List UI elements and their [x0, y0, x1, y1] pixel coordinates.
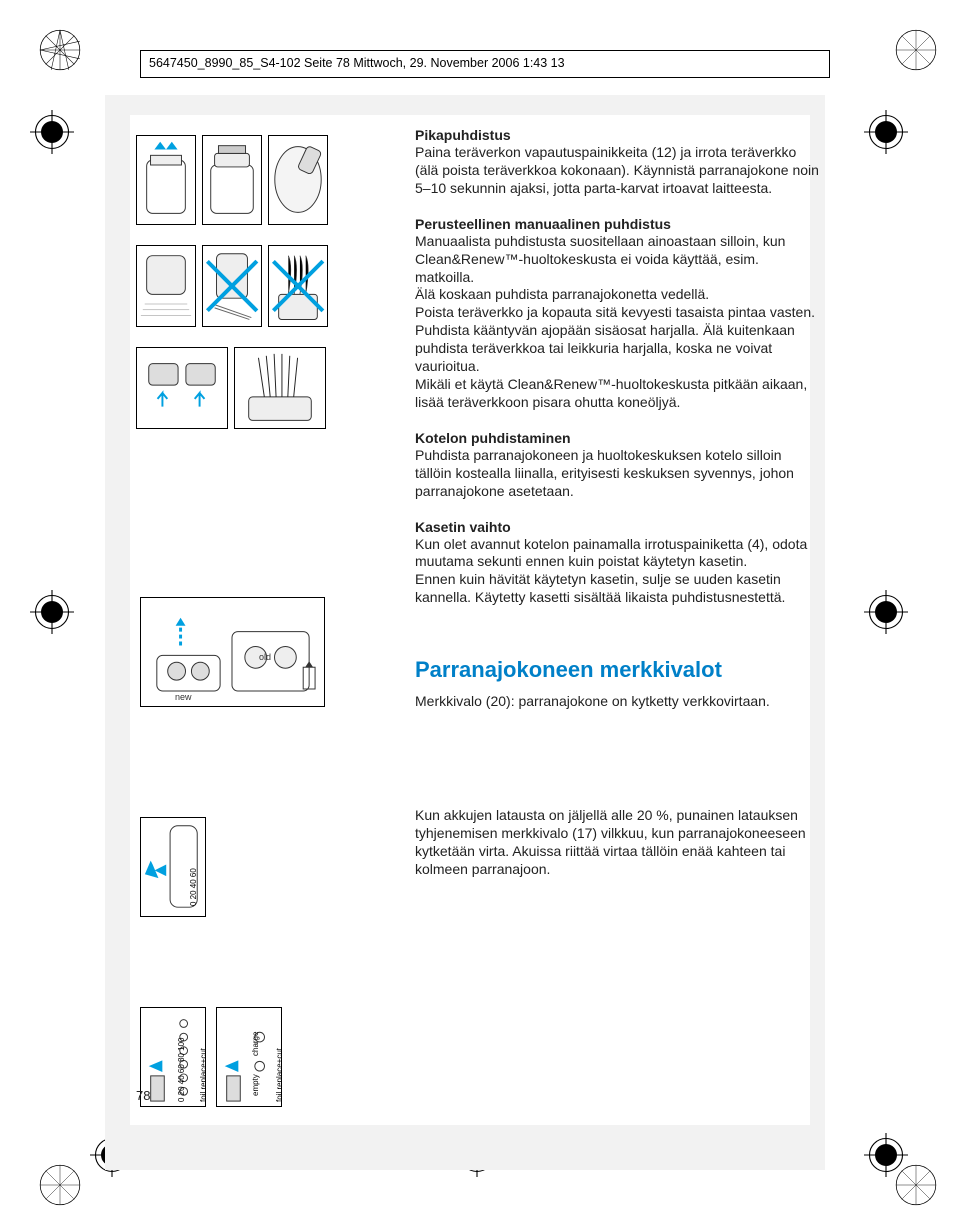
section-title: Perusteellinen manuaalinen puhdistus: [415, 216, 820, 232]
figure-cell: [136, 135, 196, 225]
registration-mark: [894, 28, 938, 72]
right-column: Pikapuhdistus Paina teräverkon vapautusp…: [415, 127, 820, 897]
figure-grid-row3: [136, 347, 335, 429]
section-body: Manuaalista puhdistusta suositellaan ain…: [415, 233, 820, 412]
label-old: old: [259, 652, 271, 662]
figure-cell: [268, 135, 328, 225]
left-column: old new 0 20 40 60 0 20 40 60 80 100 foi…: [130, 115, 335, 1107]
paragraph: Kun akkujen latausta on jäljellä alle 20…: [415, 807, 820, 879]
page-content: old new 0 20 40 60 0 20 40 60 80 100 foi…: [130, 115, 810, 1125]
figure-indicator-row: 0 20 40 60 80 100 foil replace+cut empty…: [140, 1007, 335, 1107]
registration-mark: [38, 1163, 82, 1207]
figure-cell: [202, 135, 262, 225]
figure-cell: [136, 347, 228, 429]
section: Pikapuhdistus Paina teräverkon vapautusp…: [415, 127, 820, 198]
section: Kotelon puhdistaminen Puhdista parranajo…: [415, 430, 820, 501]
label-scale-tiny: 0 20 40 60: [189, 868, 198, 906]
figure-grid-row2: [136, 245, 335, 327]
figure-cell: [234, 347, 326, 429]
figure-cell: [136, 245, 196, 327]
heading-indicators: Parranajokoneen merkkivalot: [415, 657, 820, 683]
registration-mark: [38, 28, 82, 72]
target-mark: [864, 590, 908, 634]
label-new: new: [175, 692, 192, 702]
figure-indicator-b: empty charge foil replace+cut: [216, 1007, 282, 1107]
paragraph: Merkkivalo (20): parranajokone on kytket…: [415, 693, 820, 711]
print-header: 5647450_8990_85_S4-102 Seite 78 Mittwoch…: [140, 50, 830, 78]
label-charge: charge: [251, 1032, 260, 1056]
section-body: Puhdista parranajokoneen ja huoltokeskuk…: [415, 447, 820, 501]
label-empty: empty: [251, 1074, 260, 1096]
label-foil: foil replace+cut: [199, 1048, 206, 1102]
label-scale: 0 20 40 60 80 100: [177, 1037, 186, 1102]
section-title: Kasetin vaihto: [415, 519, 820, 535]
section-title: Pikapuhdistus: [415, 127, 820, 143]
figure-indicator-single: 0 20 40 60: [140, 817, 335, 917]
figure-cell-crossed: [268, 245, 328, 327]
section: Perusteellinen manuaalinen puhdistus Man…: [415, 216, 820, 412]
target-mark: [30, 590, 74, 634]
figure-cell-crossed: [202, 245, 262, 327]
section: Kasetin vaihto Kun olet avannut kotelon …: [415, 519, 820, 608]
target-mark: [864, 1133, 908, 1177]
figure-grid-row1: [136, 135, 335, 225]
section-body: Paina teräverkon vapautuspainikkeita (12…: [415, 144, 820, 198]
page-number: 78: [136, 1088, 150, 1103]
section-body: Kun olet avannut kotelon painamalla irro…: [415, 536, 820, 608]
figure-cartridge: old new: [140, 597, 325, 707]
label-foil: foil replace+cut: [275, 1048, 282, 1102]
section-title: Kotelon puhdistaminen: [415, 430, 820, 446]
target-mark: [864, 110, 908, 154]
target-mark: [30, 110, 74, 154]
